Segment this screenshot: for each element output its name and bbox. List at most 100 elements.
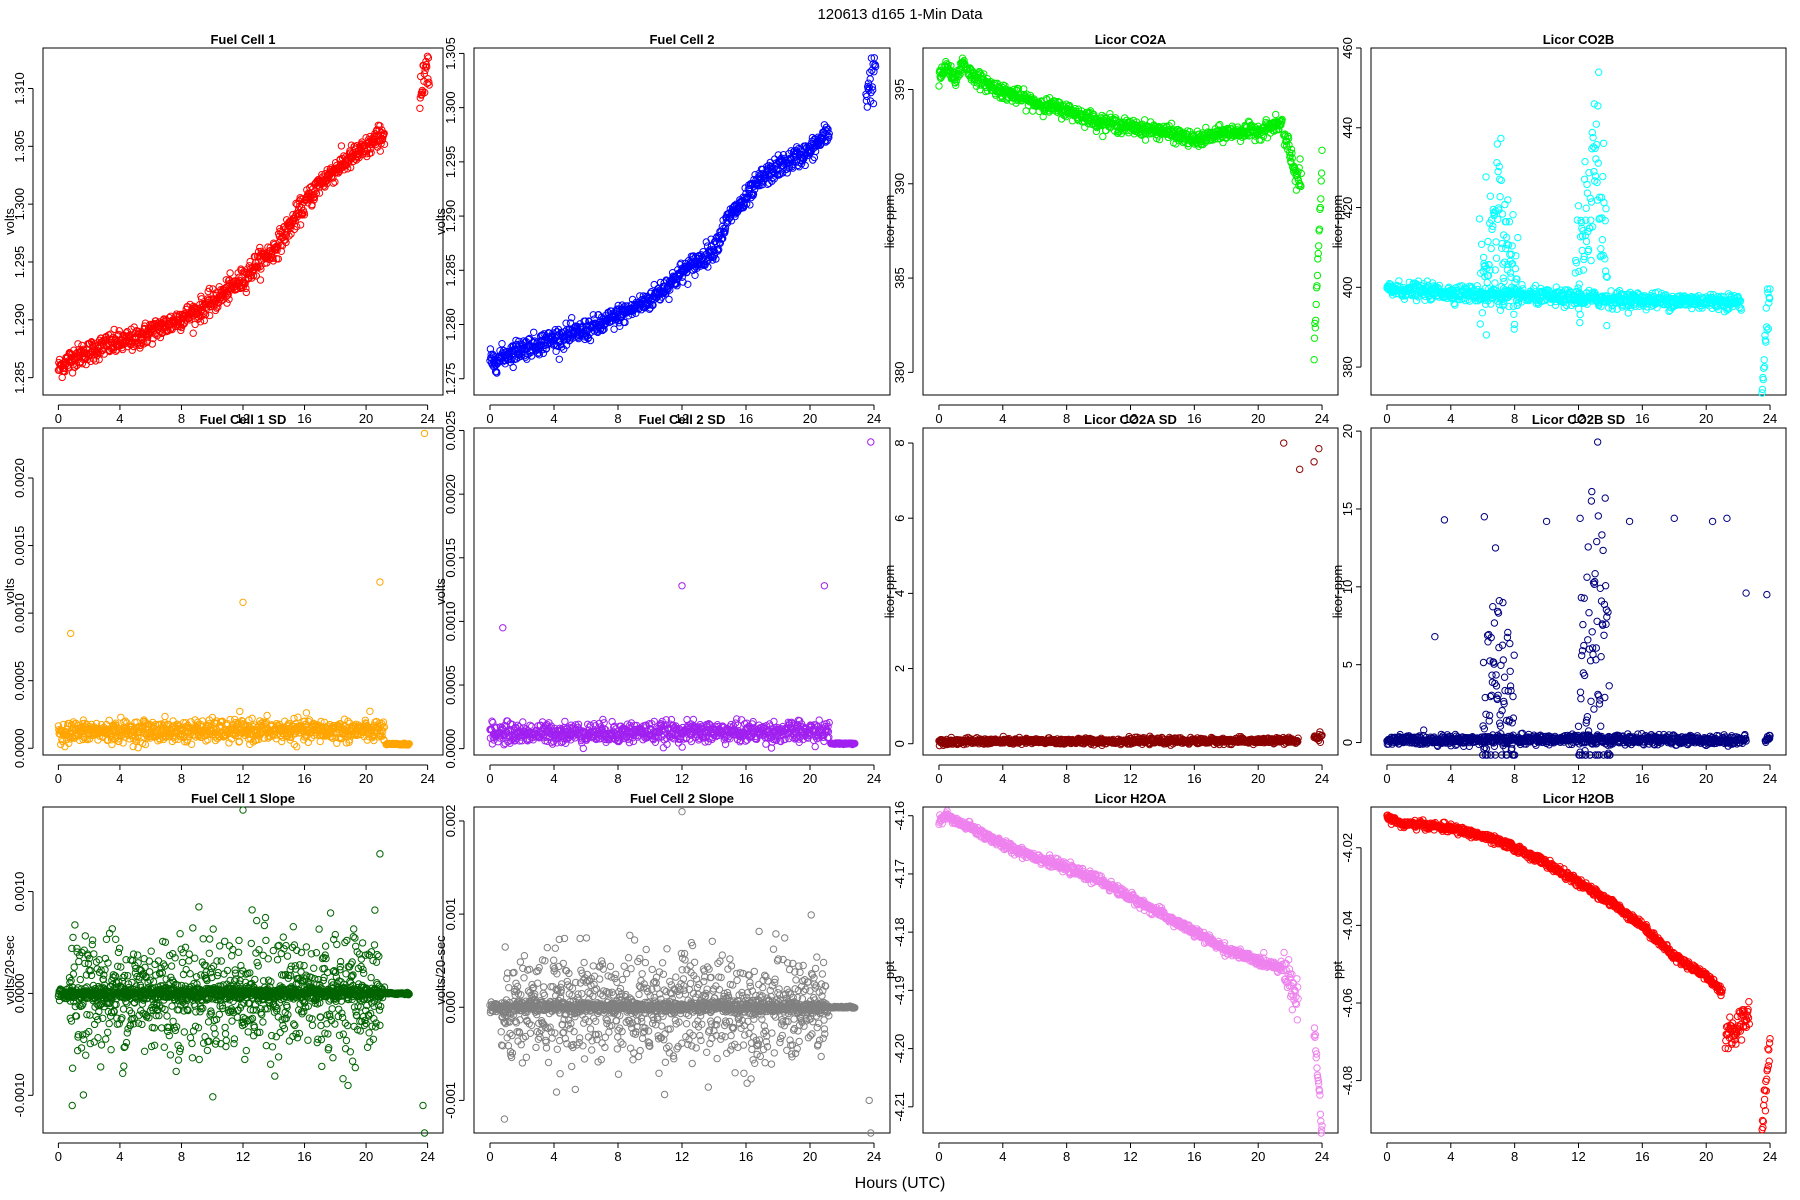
y-tick-label: 0.0005	[443, 665, 458, 705]
data-point	[1310, 334, 1319, 342]
x-tick-label: 24	[420, 411, 434, 426]
y-tick-label: 420	[1340, 197, 1355, 219]
data-point	[1477, 240, 1486, 249]
series-base	[1383, 277, 1746, 317]
x-tick-label: 20	[1699, 411, 1713, 426]
data-point	[1587, 198, 1596, 206]
data-point	[1312, 300, 1320, 309]
x-tick-label: 4	[550, 411, 557, 426]
data-point	[256, 243, 264, 252]
plot-frame	[473, 427, 891, 756]
data-point	[92, 357, 100, 365]
series-late	[1758, 285, 1774, 397]
data-point	[110, 325, 118, 334]
y-tick-label: 0.0020	[12, 458, 27, 498]
series-trend	[486, 121, 833, 377]
data-point	[1311, 324, 1320, 332]
x-tick-label: 0	[55, 771, 62, 786]
y-tick-label: 1.305	[12, 130, 27, 163]
x-tick-label: 24	[1315, 411, 1329, 426]
x-tick-label: 20	[803, 771, 817, 786]
x-tick-label: 8	[178, 411, 185, 426]
data-point	[1509, 211, 1517, 219]
data-point	[1492, 254, 1501, 262]
data-point	[337, 142, 346, 150]
y-tick-label: 1.285	[12, 361, 27, 394]
data-point	[1511, 264, 1520, 273]
data-point	[1296, 155, 1304, 163]
data-point	[1512, 252, 1520, 260]
data-point	[1317, 177, 1325, 185]
x-tick-label: 24	[420, 771, 434, 786]
y-tick-label: 1.290	[443, 200, 458, 233]
plot-frame	[922, 47, 1339, 396]
y-axis-label: volts	[433, 578, 448, 605]
x-tick-label: 12	[675, 771, 689, 786]
data-point	[1510, 320, 1519, 329]
data-point	[1484, 237, 1492, 246]
data-point	[296, 221, 305, 229]
data-point	[1598, 236, 1607, 244]
y-tick-label: 395	[892, 79, 907, 101]
figure-title: 120613 d165 1-Min Data	[817, 6, 983, 23]
data-point	[1487, 244, 1495, 253]
x-tick-label: 4	[1447, 411, 1454, 426]
data-point	[498, 340, 506, 348]
data-point	[1476, 320, 1485, 328]
panel-title: Fuel Cell 1	[210, 32, 275, 47]
data-point	[416, 104, 424, 113]
y-tick-label: 1.305	[443, 37, 458, 70]
series-main	[935, 54, 1286, 150]
x-tick-label: 16	[739, 771, 753, 786]
data-point	[1578, 246, 1586, 255]
y-tick-label: 460	[1340, 37, 1355, 59]
data-point	[1497, 134, 1505, 143]
x-axis: 0 4 8 12 16 20 24	[55, 764, 435, 786]
x-tick-label: 24	[1763, 411, 1777, 426]
x-axis: 0 4 8 12 16 20 24	[486, 764, 881, 786]
data-point	[1317, 169, 1326, 177]
plot-frame	[42, 427, 444, 756]
data-point	[1587, 256, 1595, 265]
x-tick-label: 20	[359, 771, 373, 786]
plot-frame	[42, 47, 444, 396]
x-tick-label: 8	[1511, 411, 1518, 426]
data-point	[206, 311, 214, 320]
data-point	[1581, 157, 1589, 166]
data-point	[1599, 139, 1608, 148]
x-tick-label: 16	[297, 411, 311, 426]
x-tick-label: 16	[297, 771, 311, 786]
data-point	[1600, 198, 1608, 207]
x-tick-label: 24	[867, 411, 881, 426]
data-point	[1576, 310, 1584, 319]
x-tick-label: 16	[1187, 411, 1201, 426]
series-late	[862, 54, 880, 111]
panel-title: Fuel Cell 2	[649, 32, 714, 47]
y-tick-label: 385	[892, 267, 907, 289]
data-point	[1583, 180, 1591, 189]
data-points	[935, 54, 1326, 364]
data-point	[366, 707, 374, 715]
series-band	[54, 707, 389, 752]
x-tick-label: 8	[614, 771, 621, 786]
data-point	[1494, 215, 1502, 224]
data-point	[1482, 331, 1491, 339]
data-point	[1514, 233, 1522, 242]
data-point	[223, 299, 231, 307]
y-tick-label: 0.0015	[12, 526, 27, 566]
y-tick-label: 1.295	[443, 146, 458, 179]
data-point	[519, 718, 527, 726]
y-axis-label: volts	[2, 208, 17, 235]
y-axis-label: licor-ppm	[882, 195, 897, 248]
data-point	[61, 367, 69, 376]
data-points	[54, 52, 433, 382]
data-point	[1315, 242, 1323, 250]
series-spike-7	[1475, 134, 1522, 339]
data-point	[100, 342, 108, 350]
data-point	[935, 82, 943, 90]
